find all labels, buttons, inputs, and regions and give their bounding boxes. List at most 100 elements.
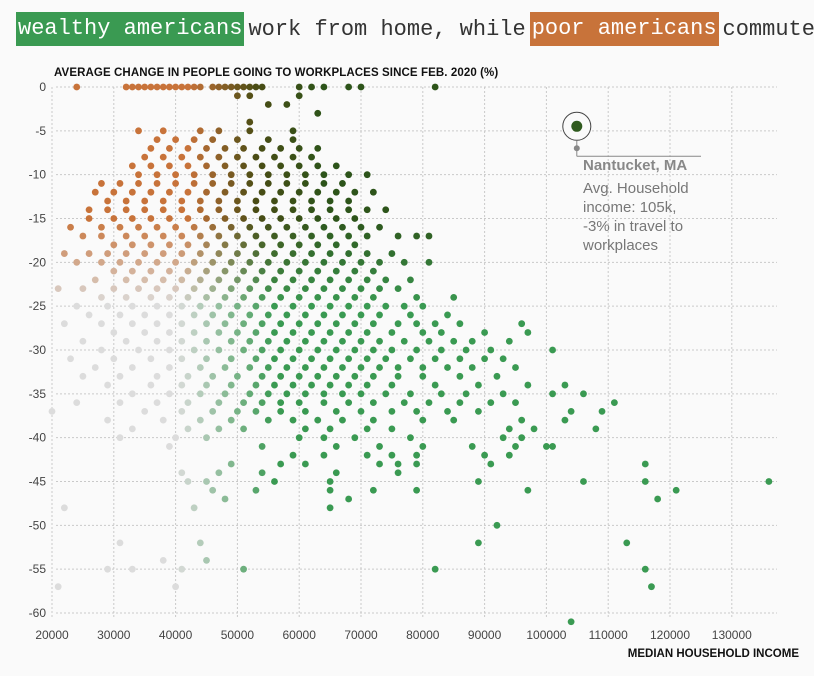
data-point <box>122 276 130 284</box>
data-point <box>295 144 303 152</box>
data-point <box>382 206 390 214</box>
data-point <box>308 355 315 363</box>
data-point <box>166 443 173 450</box>
data-point <box>407 434 414 442</box>
data-point <box>258 144 266 152</box>
data-point <box>505 451 513 459</box>
data-point <box>301 171 309 179</box>
data-point <box>369 267 377 275</box>
data-point <box>104 565 112 573</box>
data-point <box>363 355 371 363</box>
data-point <box>289 416 297 424</box>
data-point <box>110 285 118 293</box>
y-tick-label: -50 <box>29 518 47 532</box>
data-point <box>116 258 124 266</box>
data-point <box>332 294 340 301</box>
data-point <box>240 346 247 354</box>
data-point <box>332 372 340 380</box>
data-point <box>190 285 198 293</box>
data-point <box>648 583 655 591</box>
data-point <box>475 539 482 547</box>
data-point <box>172 136 180 144</box>
data-point <box>326 250 334 257</box>
data-point <box>283 171 291 179</box>
data-point <box>159 557 167 564</box>
axis-ticks: 0 -5 -10 -15 -20 -25 -30 -35 -40 -45 -50 -55 -60 2000… <box>29 80 752 642</box>
data-point <box>499 390 507 398</box>
data-point <box>258 267 266 275</box>
data-point <box>351 267 359 275</box>
data-point <box>339 180 346 187</box>
data-point <box>203 144 210 152</box>
data-point <box>54 583 62 591</box>
data-point <box>203 188 210 196</box>
data-point <box>351 294 359 301</box>
data-point <box>215 469 223 477</box>
data-point <box>98 294 105 301</box>
data-point <box>369 399 377 406</box>
data-point <box>314 372 322 380</box>
data-point <box>203 241 210 249</box>
data-point <box>141 83 149 91</box>
data-point <box>351 372 359 380</box>
data-point <box>277 407 285 415</box>
data-point <box>450 294 458 301</box>
data-point <box>332 188 340 196</box>
data-point <box>234 232 241 240</box>
data-point <box>301 364 309 371</box>
data-point <box>221 144 229 152</box>
title-middle-text: work from home, while <box>248 16 526 42</box>
data-point <box>283 180 291 187</box>
data-point <box>147 144 155 152</box>
data-point <box>178 232 186 240</box>
data-point <box>339 223 346 231</box>
data-point <box>388 381 396 389</box>
data-point <box>147 241 155 249</box>
data-point <box>320 311 328 319</box>
data-point <box>524 486 532 494</box>
data-point <box>326 381 334 389</box>
data-point <box>196 127 204 135</box>
data-point <box>104 416 112 424</box>
data-point <box>73 258 81 266</box>
data-point <box>407 355 414 363</box>
data-point <box>98 180 105 187</box>
data-point <box>301 425 309 433</box>
data-point <box>178 83 186 91</box>
data-point <box>277 162 285 170</box>
data-point <box>252 329 260 336</box>
annotation-line-1: Avg. Household <box>583 180 689 197</box>
data-point <box>166 311 173 319</box>
data-point <box>351 346 359 354</box>
data-point <box>252 355 260 363</box>
y-tick-label: -10 <box>29 168 47 182</box>
y-tick-label: -20 <box>29 255 47 269</box>
data-point <box>394 469 402 477</box>
data-point <box>85 206 93 214</box>
data-point <box>221 320 229 328</box>
data-point <box>271 250 278 257</box>
data-point <box>320 171 328 179</box>
data-point <box>196 539 204 547</box>
data-point <box>240 162 247 170</box>
data-point <box>221 294 229 301</box>
data-point <box>369 486 377 494</box>
data-point <box>60 320 68 328</box>
data-point <box>147 294 155 301</box>
data-point <box>209 372 217 380</box>
data-point <box>104 302 112 310</box>
data-point <box>592 425 600 433</box>
data-point <box>289 127 297 135</box>
data-point <box>456 372 464 380</box>
data-point <box>283 390 291 398</box>
data-point <box>240 294 247 301</box>
data-point <box>400 258 408 266</box>
data-point <box>196 83 204 91</box>
data-point <box>184 241 192 249</box>
data-point <box>271 302 278 310</box>
data-point <box>308 153 315 161</box>
data-point <box>369 416 377 424</box>
data-point <box>271 355 278 363</box>
data-point <box>369 320 377 328</box>
data-point <box>326 197 334 205</box>
